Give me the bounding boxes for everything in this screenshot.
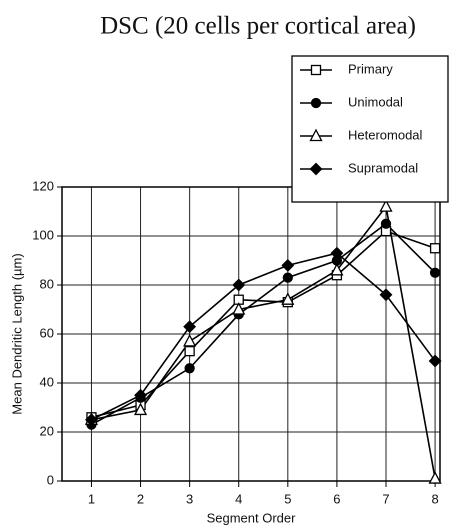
marker <box>310 97 322 109</box>
legend-label: Primary <box>348 61 393 76</box>
y-axis-label: Mean Dendritic Length (µm) <box>9 253 24 414</box>
series-line <box>91 230 436 419</box>
marker <box>183 333 197 347</box>
y-tick-label: 20 <box>40 423 54 438</box>
marker <box>310 64 322 76</box>
marker <box>282 272 293 283</box>
legend-box <box>291 55 449 203</box>
marker <box>379 199 393 212</box>
x-tick-label: 3 <box>186 491 193 506</box>
y-tick-label: 0 <box>47 472 54 487</box>
marker <box>330 246 344 260</box>
marker <box>85 413 98 427</box>
marker <box>134 388 147 402</box>
x-tick-label: 4 <box>235 491 242 506</box>
series-line <box>91 204 436 479</box>
marker <box>380 218 392 229</box>
x-tick-label: 5 <box>284 491 291 506</box>
y-tick-label: 100 <box>32 227 54 242</box>
legend-label: Unimodal <box>348 94 403 109</box>
x-tick-label: 2 <box>137 491 144 506</box>
y-tick-label: 120 <box>32 178 54 193</box>
series-line <box>91 252 436 421</box>
y-tick-label: 80 <box>40 276 54 291</box>
marker <box>232 302 246 315</box>
series-line <box>91 222 436 426</box>
x-tick-label: 7 <box>382 491 389 506</box>
marker <box>428 471 442 484</box>
marker <box>309 128 323 142</box>
marker <box>184 363 195 374</box>
plot-frame <box>61 186 441 482</box>
marker <box>429 243 441 254</box>
x-tick-label: 8 <box>431 491 438 506</box>
legend-label: Heteromodal <box>348 127 423 142</box>
y-tick-label: 40 <box>40 374 54 389</box>
marker <box>429 267 441 278</box>
x-tick-label: 1 <box>88 491 95 506</box>
x-tick-label: 6 <box>333 491 340 506</box>
y-tick-label: 60 <box>40 325 54 340</box>
marker <box>309 162 323 176</box>
marker <box>183 320 197 334</box>
chart-title: DSC (20 cells per cortical area) <box>100 13 416 40</box>
x-axis-label: Segment Order <box>207 510 297 525</box>
marker <box>330 262 344 276</box>
legend-label: Supramodal <box>348 160 418 175</box>
marker <box>232 278 246 292</box>
marker <box>379 288 393 302</box>
marker <box>184 345 195 357</box>
marker <box>428 354 442 368</box>
marker <box>281 292 295 305</box>
marker <box>281 258 295 272</box>
marker <box>133 402 148 416</box>
